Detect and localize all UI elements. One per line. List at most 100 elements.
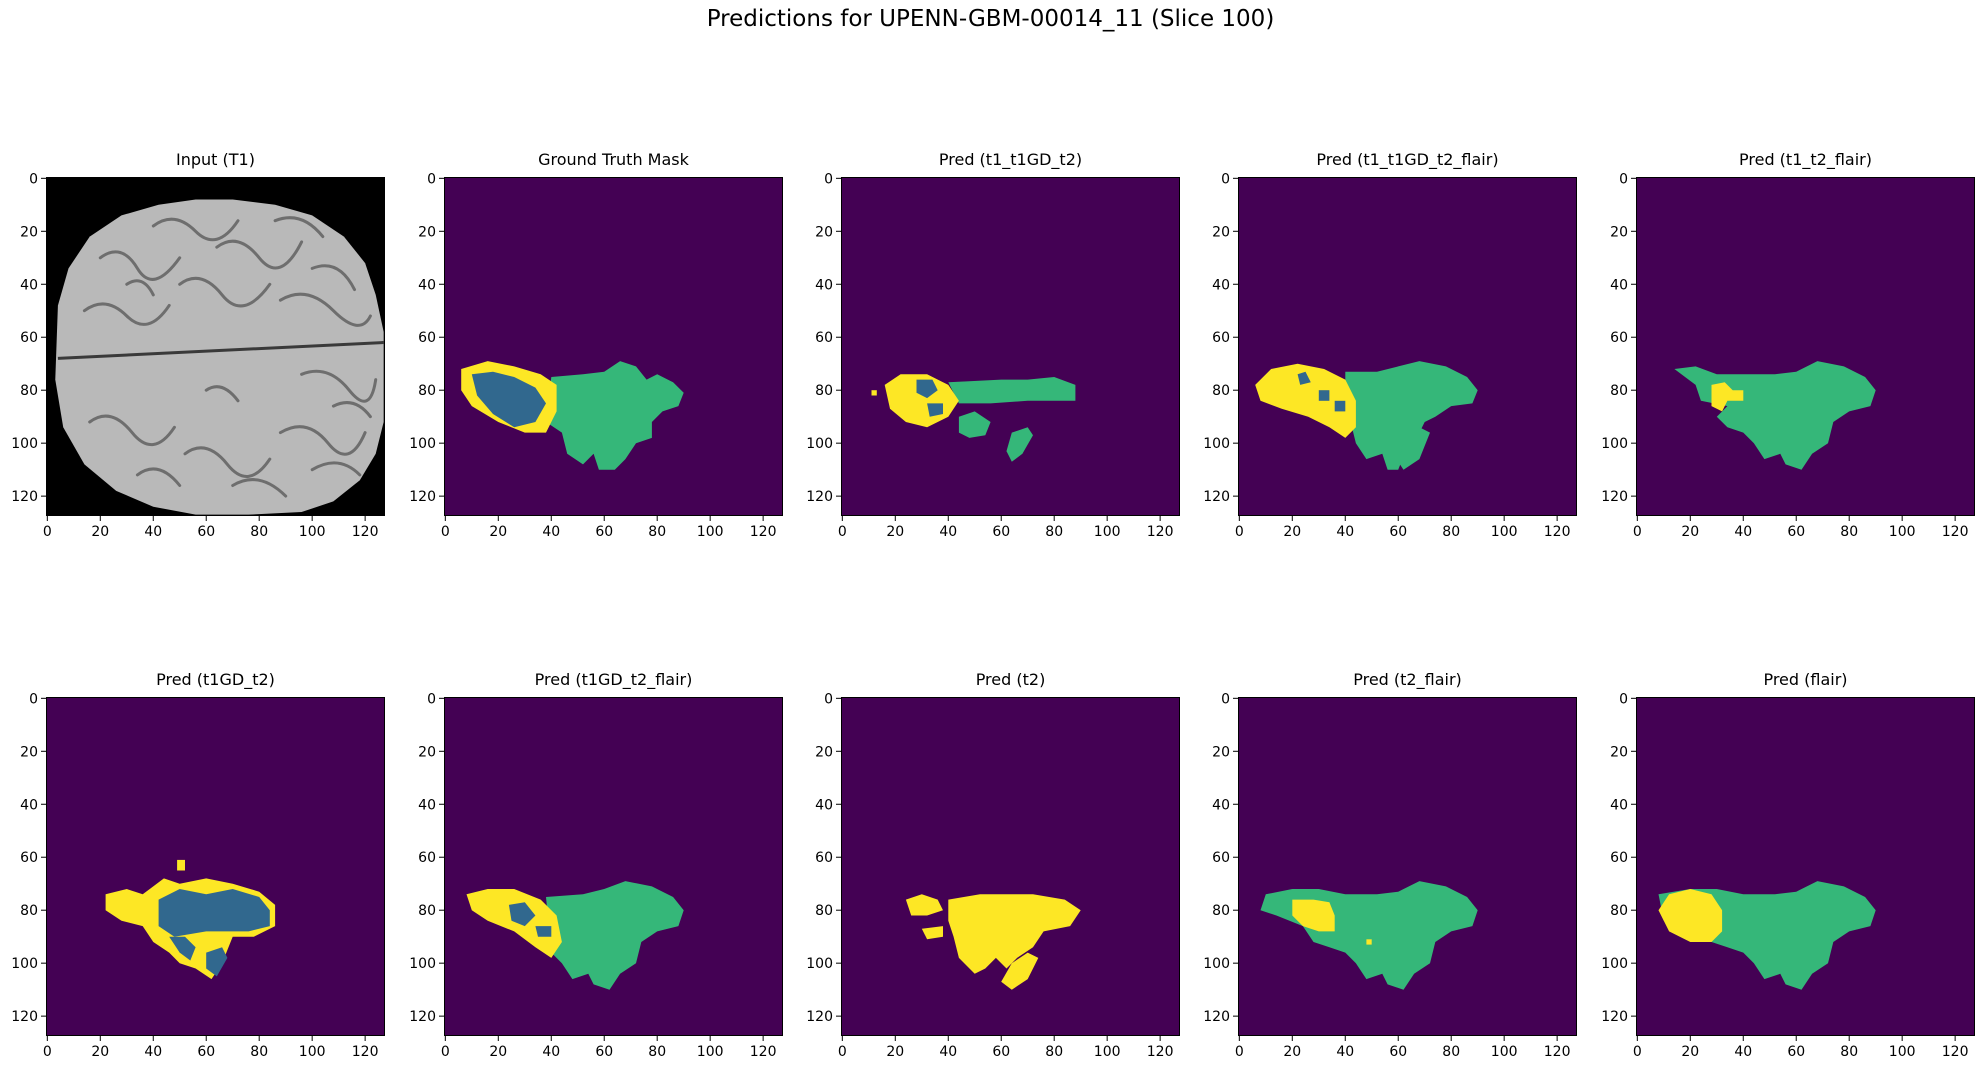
y-tick-label: 40 <box>418 277 436 293</box>
heatmap-image: 0 20 40 60 80 100 120 0 20 40 60 80 100 120 <box>1601 691 1975 1060</box>
x-tick-label: 120 <box>1942 524 1969 540</box>
background-class-area <box>46 697 385 1036</box>
segmentation-region-class-1 <box>169 936 196 961</box>
x-tick-label: 40 <box>542 524 560 540</box>
subplot-title: Pred (t1_t1GD_t2_flair) <box>1316 150 1499 169</box>
segmentation-region-class-4 <box>177 859 185 871</box>
segmentation-region-class-1 <box>1318 390 1330 401</box>
x-tick-label: 80 <box>648 524 666 540</box>
y-tick-label: 40 <box>1610 277 1628 293</box>
y-tick-label: 20 <box>1212 744 1230 760</box>
x-tick-label: 120 <box>1942 1044 1969 1060</box>
subplot-panel: Pred (t1_t2_flair) 0 20 40 60 80 100 120 0 20 40 60… <box>1601 150 1975 540</box>
x-tick-label: 0 <box>1633 524 1642 540</box>
subplot-panel: Pred (t1GD_t2) 0 20 40 60 80 100 120 0 20 40 60 80 10… <box>11 670 385 1060</box>
subplot-title: Ground Truth Mask <box>538 150 689 169</box>
x-tick-label: 80 <box>1840 524 1858 540</box>
x-tick-label: 100 <box>697 1044 724 1060</box>
y-tick-label: 20 <box>1610 744 1628 760</box>
x-tick-label: 40 <box>1734 1044 1752 1060</box>
x-tick-label: 20 <box>1283 1044 1301 1060</box>
x-tick-label: 100 <box>1094 524 1121 540</box>
x-tick-label: 20 <box>91 1044 109 1060</box>
gyrus-fold <box>215 239 304 270</box>
y-tick-label: 80 <box>20 383 38 399</box>
subplot-title: Input (T1) <box>176 150 255 169</box>
x-tick-label: 60 <box>595 524 613 540</box>
y-tick-label: 60 <box>1610 850 1628 866</box>
segmentation-region-class-4 <box>466 889 562 958</box>
y-tick-label: 100 <box>1601 436 1628 452</box>
x-tick-label: 80 <box>1045 524 1063 540</box>
subplot-panel: Pred (t1_t1GD_t2_flair) 0 20 40 60 80 100 120 0 2… <box>1203 150 1577 540</box>
segmentation-region-class-4 <box>921 926 943 940</box>
x-tick-label: 60 <box>197 1044 215 1060</box>
x-tick-label: 0 <box>43 524 52 540</box>
y-tick-label: 100 <box>409 436 436 452</box>
segmentation-region-class-1 <box>508 902 536 927</box>
segmentation-region-class-1 <box>927 403 943 417</box>
y-tick-label: 40 <box>418 797 436 813</box>
x-tick-label: 20 <box>886 1044 904 1060</box>
y-tick-label: 120 <box>409 1009 436 1025</box>
y-tick-label: 120 <box>409 489 436 505</box>
y-tick-label: 20 <box>20 224 38 240</box>
x-tick-label: 40 <box>542 1044 560 1060</box>
subplot-title: Pred (t1GD_t2_flair) <box>534 670 693 689</box>
y-tick-label: 40 <box>1610 797 1628 813</box>
gyrus-fold <box>88 414 176 447</box>
subplot-panel: Pred (t2_flair) 0 20 40 60 80 100 120 0 20 40 60 80 1… <box>1203 670 1577 1060</box>
segmentation-region-class-4 <box>871 390 877 396</box>
gyrus-fold <box>331 401 372 419</box>
x-tick-label: 80 <box>1045 1044 1063 1060</box>
y-tick-label: 60 <box>418 850 436 866</box>
segmentation-region-class-1 <box>916 379 938 399</box>
y-tick-label: 100 <box>11 956 38 972</box>
heatmap-image: 0 20 40 60 80 100 120 0 20 40 60 80 100 120 <box>11 691 385 1060</box>
axes-frame <box>1636 177 1975 516</box>
x-tick-label: 100 <box>1094 1044 1121 1060</box>
x-tick-label: 80 <box>250 1044 268 1060</box>
y-tick-label: 60 <box>20 330 38 346</box>
x-tick-label: 80 <box>1442 1044 1460 1060</box>
segmentation-region-class-1 <box>1297 371 1311 385</box>
x-tick-label: 100 <box>697 524 724 540</box>
gyrus-fold <box>231 478 288 498</box>
y-tick-label: 100 <box>1203 436 1230 452</box>
gyrus-fold <box>204 385 240 403</box>
x-tick-label: 40 <box>1336 524 1354 540</box>
subplot-title: Pred (flair) <box>1763 670 1848 689</box>
gyrus-fold <box>273 216 325 239</box>
gyrus-fold <box>310 264 356 292</box>
axes-frame <box>1636 697 1975 1036</box>
y-tick-label: 20 <box>815 744 833 760</box>
y-tick-label: 0 <box>29 171 38 187</box>
x-tick-label: 60 <box>595 1044 613 1060</box>
y-tick-label: 0 <box>824 691 833 707</box>
y-tick-label: 120 <box>1601 1009 1628 1025</box>
y-tick-label: 80 <box>418 903 436 919</box>
background-class-area <box>1636 177 1975 516</box>
y-tick-label: 40 <box>20 797 38 813</box>
y-tick-label: 60 <box>1212 850 1230 866</box>
background-class-area <box>1636 697 1975 1036</box>
x-tick-label: 120 <box>352 524 379 540</box>
heatmap-image: 0 20 40 60 80 100 120 0 20 40 60 80 100 120 <box>1203 691 1577 1060</box>
segmentation-region-class-2 <box>1398 427 1430 470</box>
x-tick-label: 120 <box>1147 524 1174 540</box>
x-tick-label: 120 <box>1544 1044 1571 1060</box>
heatmap-image: 0 20 40 60 80 100 120 0 20 40 60 80 100 120 <box>11 171 385 540</box>
axes-frame <box>46 177 385 516</box>
segmentation-region-class-2 <box>948 377 1076 404</box>
y-tick-label: 60 <box>815 330 833 346</box>
y-tick-label: 80 <box>1610 903 1628 919</box>
y-tick-label: 120 <box>806 1009 833 1025</box>
segmentation-region-class-1 <box>471 371 546 428</box>
x-tick-label: 40 <box>939 524 957 540</box>
x-tick-label: 120 <box>750 1044 777 1060</box>
y-tick-label: 40 <box>815 277 833 293</box>
subplot-title: Pred (t2) <box>975 670 1046 689</box>
background-class-area <box>841 177 1180 516</box>
gyrus-fold <box>183 446 272 478</box>
axes-frame <box>1238 697 1577 1036</box>
